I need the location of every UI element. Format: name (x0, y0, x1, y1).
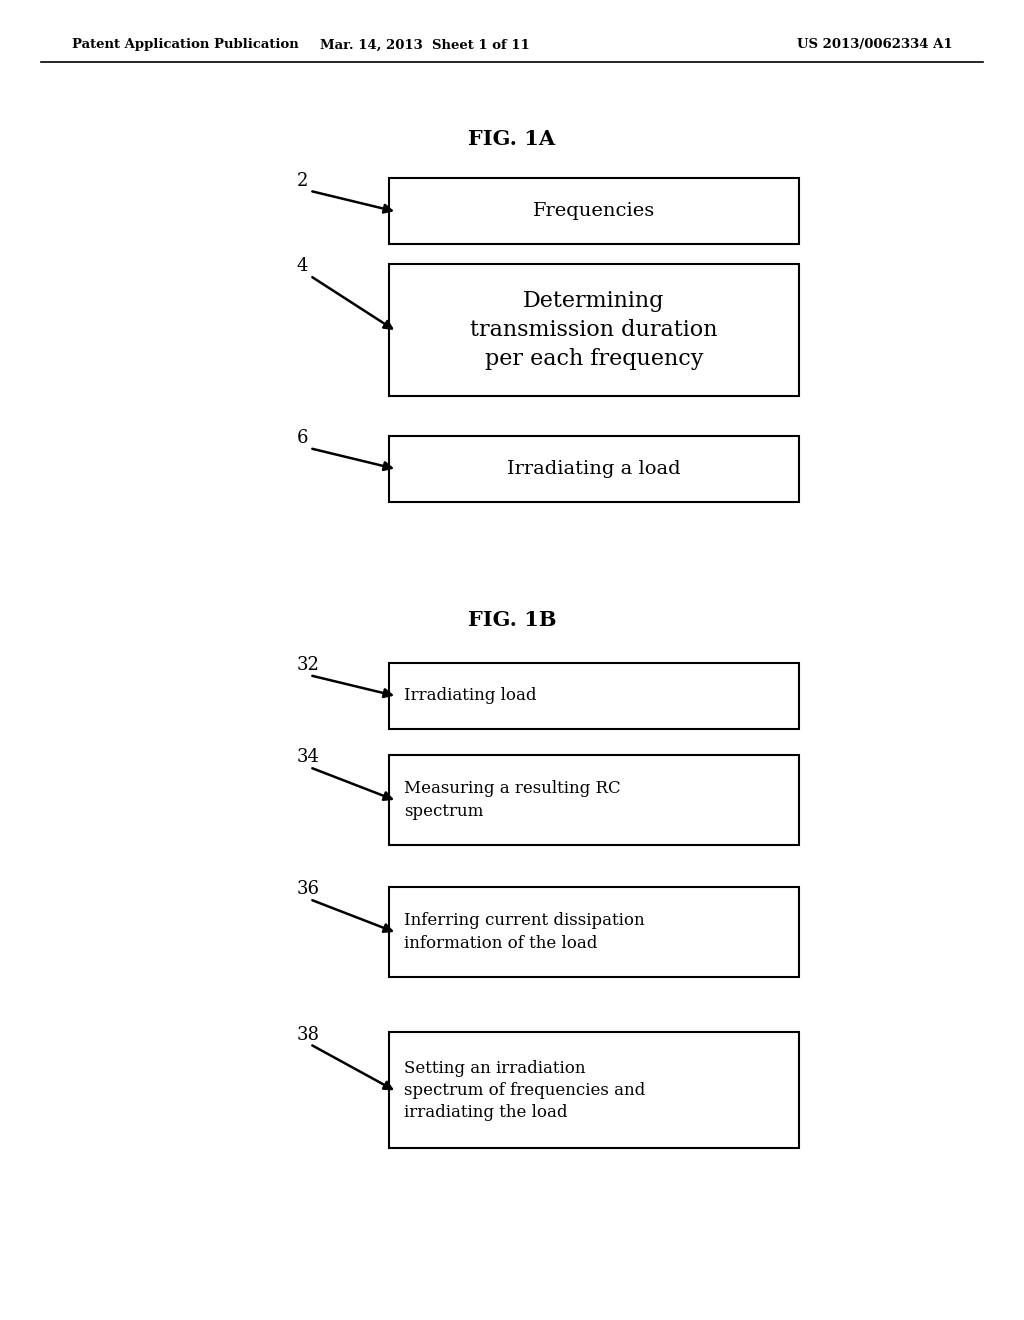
Text: Patent Application Publication: Patent Application Publication (72, 38, 298, 51)
Text: Measuring a resulting RC
spectrum: Measuring a resulting RC spectrum (404, 780, 622, 820)
Bar (389, 755, 799, 845)
Text: Irradiating a load: Irradiating a load (507, 459, 681, 478)
Text: Determining
transmission duration
per each frequency: Determining transmission duration per ea… (470, 290, 718, 370)
Text: 4: 4 (297, 257, 308, 276)
Text: Frequencies: Frequencies (532, 202, 655, 220)
Text: 38: 38 (297, 1026, 319, 1044)
Text: Mar. 14, 2013  Sheet 1 of 11: Mar. 14, 2013 Sheet 1 of 11 (321, 38, 529, 51)
Text: 6: 6 (297, 429, 308, 447)
Text: 32: 32 (297, 656, 319, 675)
Text: FIG. 1A: FIG. 1A (468, 128, 556, 149)
Text: Setting an irradiation
spectrum of frequencies and
irradiating the load: Setting an irradiation spectrum of frequ… (404, 1060, 646, 1121)
Text: US 2013/0062334 A1: US 2013/0062334 A1 (797, 38, 952, 51)
Text: 34: 34 (297, 748, 319, 767)
Text: FIG. 1B: FIG. 1B (468, 610, 556, 631)
Bar (389, 887, 799, 977)
Text: 36: 36 (297, 880, 319, 899)
Text: 2: 2 (297, 172, 308, 190)
Bar (389, 663, 799, 729)
Bar (389, 436, 799, 502)
Text: Inferring current dissipation
information of the load: Inferring current dissipation informatio… (404, 912, 645, 952)
Bar (389, 264, 799, 396)
Text: Irradiating load: Irradiating load (404, 688, 537, 704)
Bar (389, 178, 799, 244)
Bar (389, 1032, 799, 1148)
